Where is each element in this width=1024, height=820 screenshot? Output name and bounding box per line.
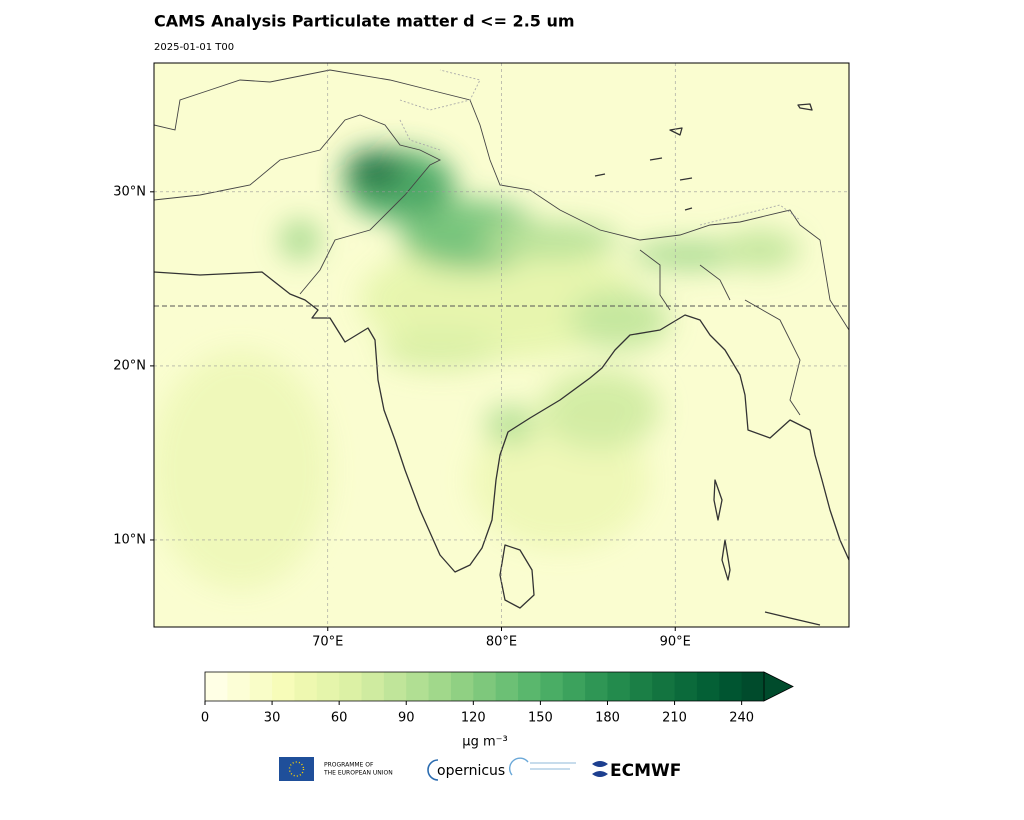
eu-text: PROGRAMME OF <box>324 762 374 769</box>
ecmwf-logo: ECMWF <box>610 761 681 781</box>
colorbar-bin <box>272 672 295 701</box>
x-tick-label: 70°E <box>312 635 343 650</box>
colorbar-tick-label: 30 <box>264 711 281 726</box>
colorbar-bin <box>339 672 363 701</box>
colorbar-bin <box>383 672 407 701</box>
x-tick-label: 90°E <box>660 635 691 650</box>
colorbar-bin <box>607 672 631 701</box>
colorbar-bin <box>294 672 318 701</box>
y-tick-label: 20°N <box>113 358 146 373</box>
colorbar-tick-label: 120 <box>461 711 486 726</box>
colorbar-bin <box>719 672 743 701</box>
grid <box>154 63 849 627</box>
colorbar-bin <box>585 672 608 701</box>
colorbar-tick-label: 60 <box>331 711 348 726</box>
x-tick-label: 80°E <box>486 635 517 650</box>
colorbar-bin <box>205 672 228 701</box>
subtitle: 2025-01-01 T00 <box>154 42 234 53</box>
colorbar-tick-label: 210 <box>662 711 687 726</box>
colorbar-tick-label: 0 <box>201 711 209 726</box>
copernicus-logo: opernicus <box>437 763 505 779</box>
colorbar-tick-label: 150 <box>528 711 553 726</box>
colorbar-bin <box>406 672 430 701</box>
colorbar-bin <box>629 672 653 701</box>
colorbar-bin <box>696 672 720 701</box>
colorbar-bin <box>674 672 698 701</box>
colorbar-bin <box>361 672 385 701</box>
colorbar-bin <box>562 672 586 701</box>
colorbar-frame <box>204 671 764 702</box>
colorbar-bin <box>316 672 340 701</box>
footer-logos: PROGRAMME OF THE EUROPEAN UNION opernicu… <box>279 757 681 781</box>
colorbar-extension <box>763 671 794 702</box>
colorbar-bin <box>495 672 519 701</box>
colorbar: 0 30 60 90 120 150 180 210 240 <box>201 671 794 726</box>
colorbar-bin <box>227 672 251 701</box>
colorbar-bin <box>428 672 452 701</box>
eu-text: THE EUROPEAN UNION <box>323 770 393 777</box>
y-tick-label: 10°N <box>113 532 146 547</box>
colorbar-bin <box>249 672 273 701</box>
colorbar-bin <box>540 672 564 701</box>
map-field <box>154 63 849 627</box>
title: CAMS Analysis Particulate matter d <= 2.… <box>154 12 575 31</box>
colorbar-tick-label: 180 <box>595 711 620 726</box>
colorbar-label: μg m⁻³ <box>462 735 507 750</box>
y-tick-label: 30°N <box>113 184 146 199</box>
colorbar-tick-label: 90 <box>398 711 415 726</box>
colorbar-bin <box>741 672 765 701</box>
colorbar-tick-label: 240 <box>729 711 754 726</box>
colorbar-bin <box>518 672 541 701</box>
colorbar-bin <box>450 672 474 701</box>
colorbar-bin <box>473 672 497 701</box>
colorbar-bin <box>652 672 676 701</box>
